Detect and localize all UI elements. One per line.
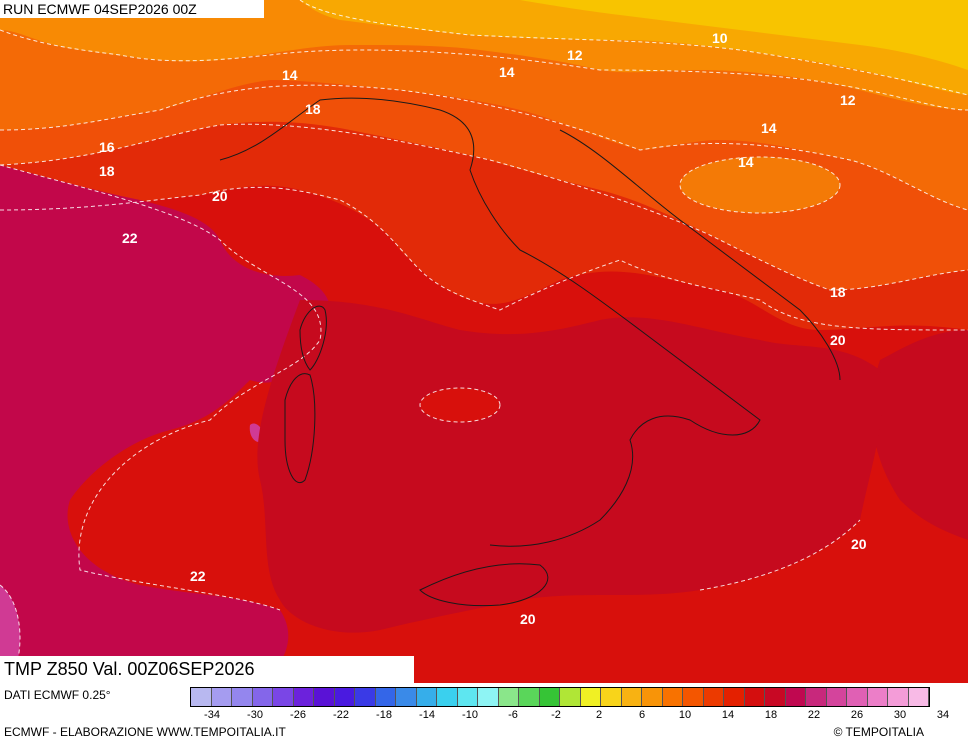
footer: DATI ECMWF 0.25° -34 -30 -26 -22 -18 -14 -10 -6… [0, 683, 968, 745]
contour-label: 20 [830, 332, 846, 348]
legend-tick-label: 30 [893, 709, 907, 721]
contour-label: 20 [212, 188, 228, 204]
contour-label: 12 [567, 47, 583, 63]
legend-swatch [232, 688, 253, 706]
temp-pocket-20 [420, 388, 500, 422]
contour-label: 18 [830, 284, 846, 300]
legend-swatch [355, 688, 376, 706]
contour-label: 12 [840, 92, 856, 108]
legend-tick-label: 26 [850, 709, 864, 721]
contour-label: 10 [712, 30, 728, 46]
legend-swatch [416, 688, 437, 706]
temp-band-8-10 [520, 0, 968, 70]
copyright-icon: © [833, 725, 843, 739]
temp-band-22-24 [0, 165, 331, 683]
legend-tick-label: 2 [595, 709, 603, 721]
contour-label: 18 [99, 163, 115, 179]
map-title: TMP Z850 Val. 00Z06SEP2026 [0, 656, 414, 683]
legend-tick-label: -10 [462, 709, 478, 721]
temp-pocket-14 [680, 157, 840, 213]
legend-swatch [560, 688, 581, 706]
coastlines [219, 97, 841, 607]
legend-swatch [908, 688, 929, 706]
legend-swatch [519, 688, 540, 706]
legend-swatch [498, 688, 519, 706]
legend-swatch [724, 688, 745, 706]
legend-swatch [478, 688, 499, 706]
legend-tick-label: 10 [678, 709, 692, 721]
copyright-label: © TEMPOITALIA [834, 725, 924, 739]
legend-swatch [211, 688, 232, 706]
legend-swatch [457, 688, 478, 706]
contour-label: 22 [190, 568, 206, 584]
legend-swatch [765, 688, 786, 706]
legend-swatch [437, 688, 458, 706]
legend-swatch [396, 688, 417, 706]
legend-tick-label: -18 [376, 709, 392, 721]
legend-swatch [334, 688, 355, 706]
legend-tick-label: -14 [419, 709, 435, 721]
run-label: RUN ECMWF 04SEP2026 00Z [0, 0, 264, 18]
legend-ticks: -34 -30 -26 -22 -18 -14 -10 -6 -2 2 6 10 14 18 22 26 30 3… [190, 709, 966, 723]
legend-swatch [539, 688, 560, 706]
contour-label: 14 [761, 120, 777, 136]
legend-swatch [621, 688, 642, 706]
credit-label: ECMWF - ELABORAZIONE WWW.TEMPOITALIA.IT [4, 725, 286, 739]
legend-swatch [703, 688, 724, 706]
legend-swatch [293, 688, 314, 706]
color-legend [190, 687, 930, 707]
temperature-map: 10 12 12 14 14 14 14 16 18 18 18 20 20 2… [0, 0, 968, 683]
legend-swatch [683, 688, 704, 706]
legend-swatch [601, 688, 622, 706]
legend-tick-label: 34 [936, 709, 950, 721]
legend-swatch [273, 688, 294, 706]
contour-label: 14 [282, 67, 298, 83]
contour-label: 20 [851, 536, 867, 552]
contour-label: 14 [499, 64, 515, 80]
legend-tick-label: 18 [764, 709, 778, 721]
legend-tick-label: -26 [290, 709, 306, 721]
data-source-label: DATI ECMWF 0.25° [4, 688, 111, 702]
legend-swatch [191, 688, 212, 706]
legend-tick-label: 14 [721, 709, 735, 721]
contour-label: 16 [99, 139, 115, 155]
temp-band-22-east [871, 330, 968, 540]
isotherm-lines [0, 0, 968, 671]
legend-swatch [888, 688, 909, 706]
legend-swatch [642, 688, 663, 706]
legend-swatch [785, 688, 806, 706]
legend-swatch [314, 688, 335, 706]
legend-swatch [806, 688, 827, 706]
legend-swatch [867, 688, 888, 706]
legend-tick-label: -22 [333, 709, 349, 721]
contour-label: 14 [738, 154, 754, 170]
contour-label: 18 [305, 101, 321, 117]
legend-swatch [662, 688, 683, 706]
legend-swatch [826, 688, 847, 706]
contour-label: 22 [122, 230, 138, 246]
copyright-text: TEMPOITALIA [845, 725, 924, 739]
legend-swatch [744, 688, 765, 706]
legend-tick-label: -34 [204, 709, 220, 721]
legend-swatch [375, 688, 396, 706]
legend-swatch [252, 688, 273, 706]
contour-label: 20 [520, 611, 536, 627]
legend-swatch [847, 688, 868, 706]
legend-tick-label: 22 [807, 709, 821, 721]
legend-tick-label: 6 [638, 709, 646, 721]
legend-tick-label: -30 [247, 709, 263, 721]
temp-band-22-central [257, 300, 883, 633]
legend-tick-label: -6 [508, 709, 518, 721]
legend-tick-label: -2 [551, 709, 561, 721]
legend-swatch [580, 688, 601, 706]
